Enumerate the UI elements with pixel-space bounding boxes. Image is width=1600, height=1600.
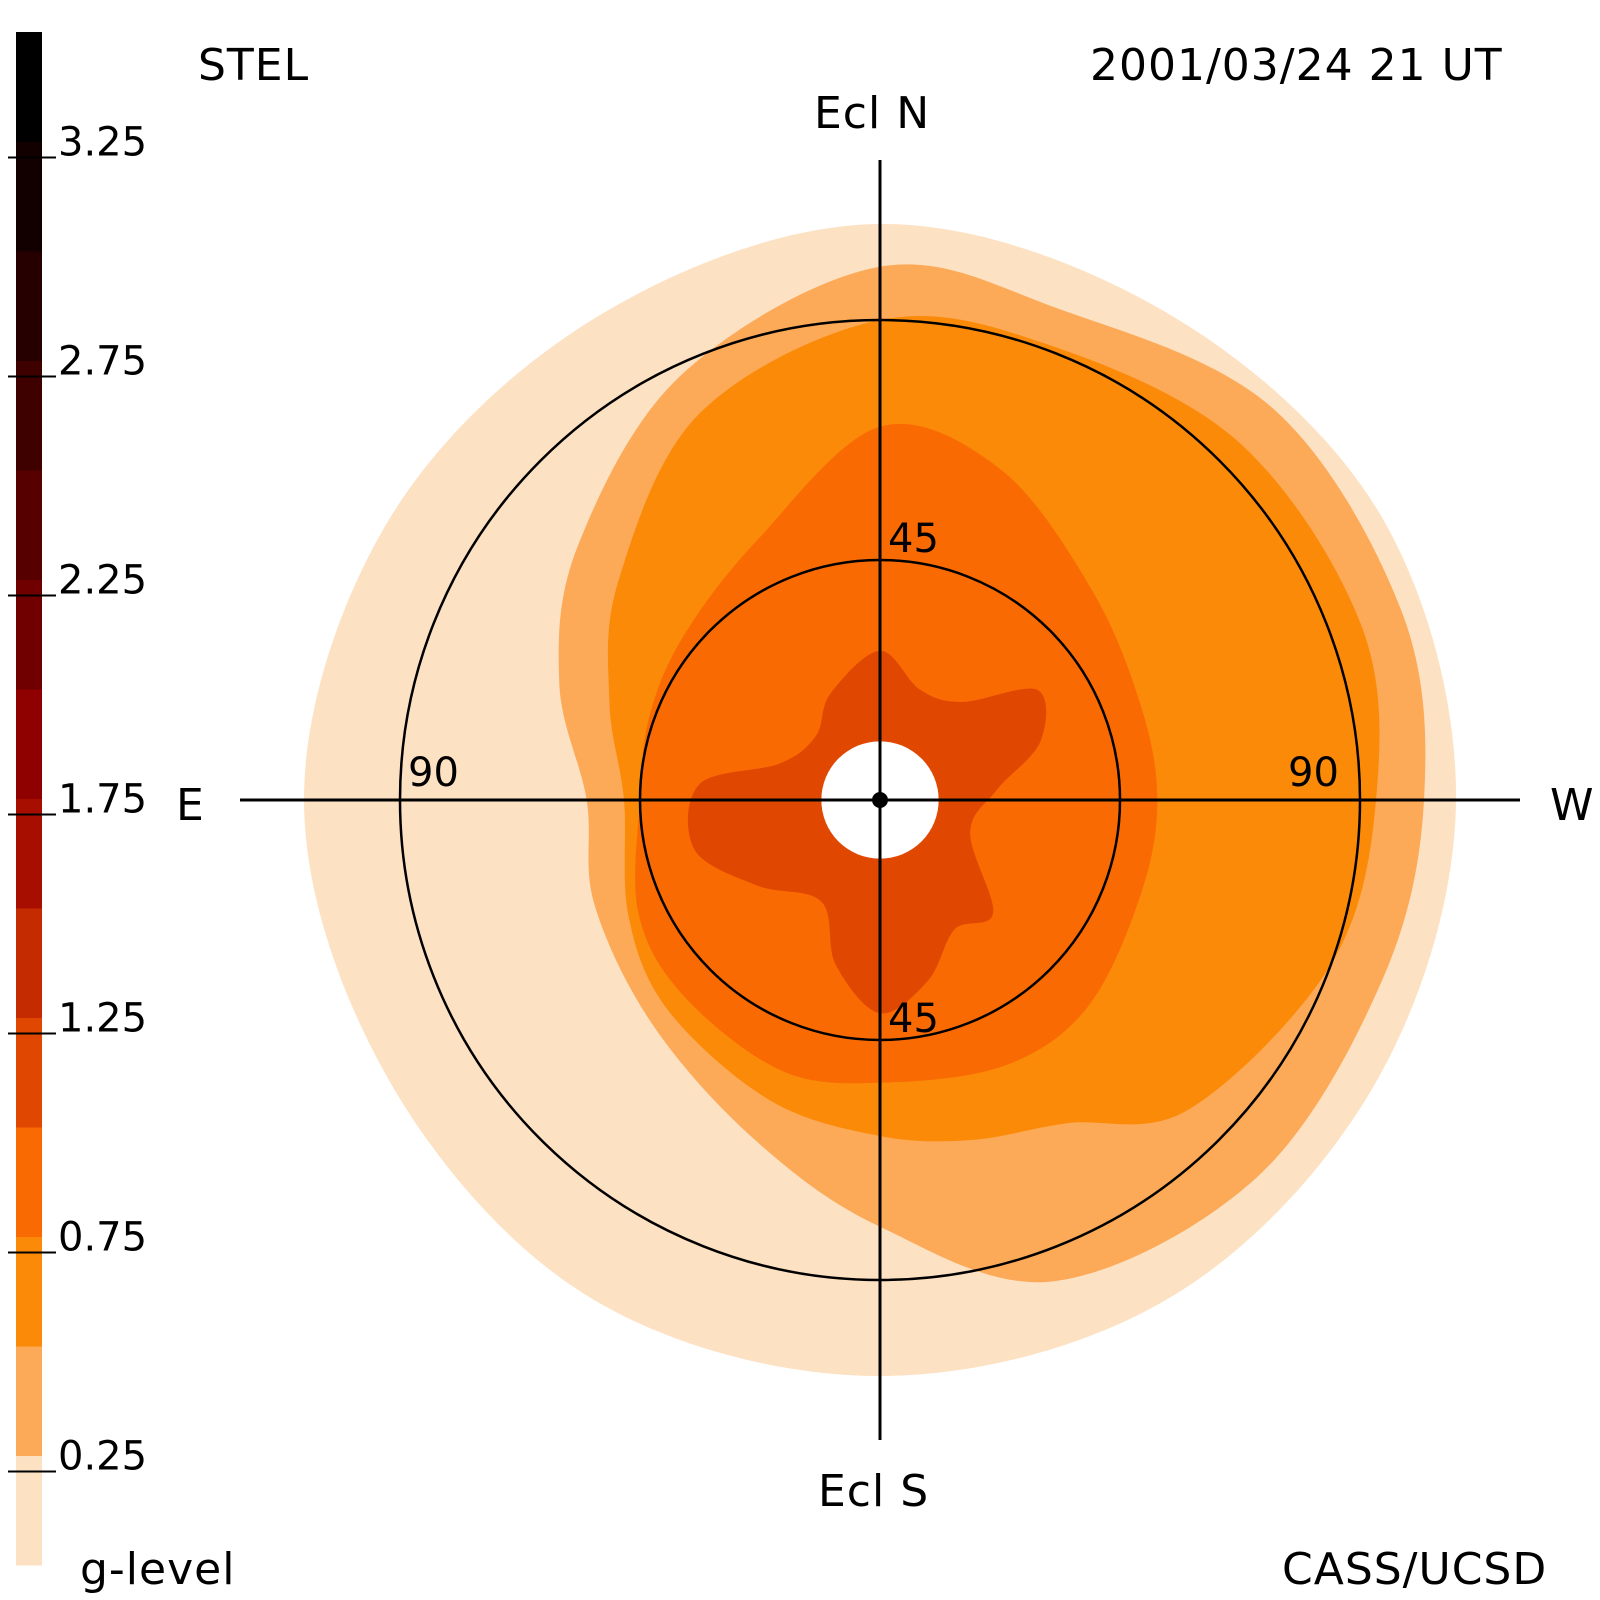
colorbar-segment <box>16 251 42 361</box>
colorbar-segment <box>16 908 42 1018</box>
ring-label: 90 <box>408 750 459 796</box>
crosshair-axes <box>240 160 1520 1440</box>
colorbar: 0.25 0.75 1.25 1.75 2.25 2.75 3.25 <box>8 32 147 1566</box>
colorbar-tick-label: 2.25 <box>58 558 147 604</box>
colorbar-segment <box>16 798 42 909</box>
ring-label: 90 <box>1288 750 1339 796</box>
colorbar-segment <box>16 141 42 252</box>
colorbar-label: g-level <box>80 1544 236 1595</box>
colorbar-segment <box>16 579 42 690</box>
colorbar-segment <box>16 1017 42 1128</box>
colorbar-segment <box>16 1236 42 1347</box>
ring-labels: 45 45 90 90 <box>408 516 1339 1042</box>
colorbar-segment <box>16 1455 42 1566</box>
colorbar-tick-label: 2.75 <box>58 339 147 385</box>
colorbar-tick-label: 0.75 <box>58 1215 147 1261</box>
sun-center-dot <box>872 792 888 808</box>
east-label: E <box>176 780 205 831</box>
west-label: W <box>1550 780 1595 831</box>
colorbar-tick-label: 1.75 <box>58 777 147 823</box>
ring-label: 45 <box>888 996 939 1042</box>
colorbar-segment <box>16 1127 42 1237</box>
observatory-label: STEL <box>198 40 310 91</box>
colorbar-segment <box>16 1346 42 1456</box>
colorbar-segment <box>16 689 42 799</box>
south-label: Ecl S <box>818 1466 930 1517</box>
colorbar-tick-label: 0.25 <box>58 1434 147 1480</box>
north-label: Ecl N <box>814 88 931 139</box>
colorbar-segment <box>16 470 42 580</box>
ring-label: 45 <box>888 516 939 562</box>
credit-label: CASS/UCSD <box>1282 1544 1548 1595</box>
colorbar-tick-label: 1.25 <box>58 996 147 1042</box>
colorbar-segment <box>16 32 42 142</box>
colorbar-segment <box>16 360 42 471</box>
timestamp-label: 2001/03/24 21 UT <box>1090 40 1503 91</box>
colorbar-tick-label: 3.25 <box>58 120 147 166</box>
